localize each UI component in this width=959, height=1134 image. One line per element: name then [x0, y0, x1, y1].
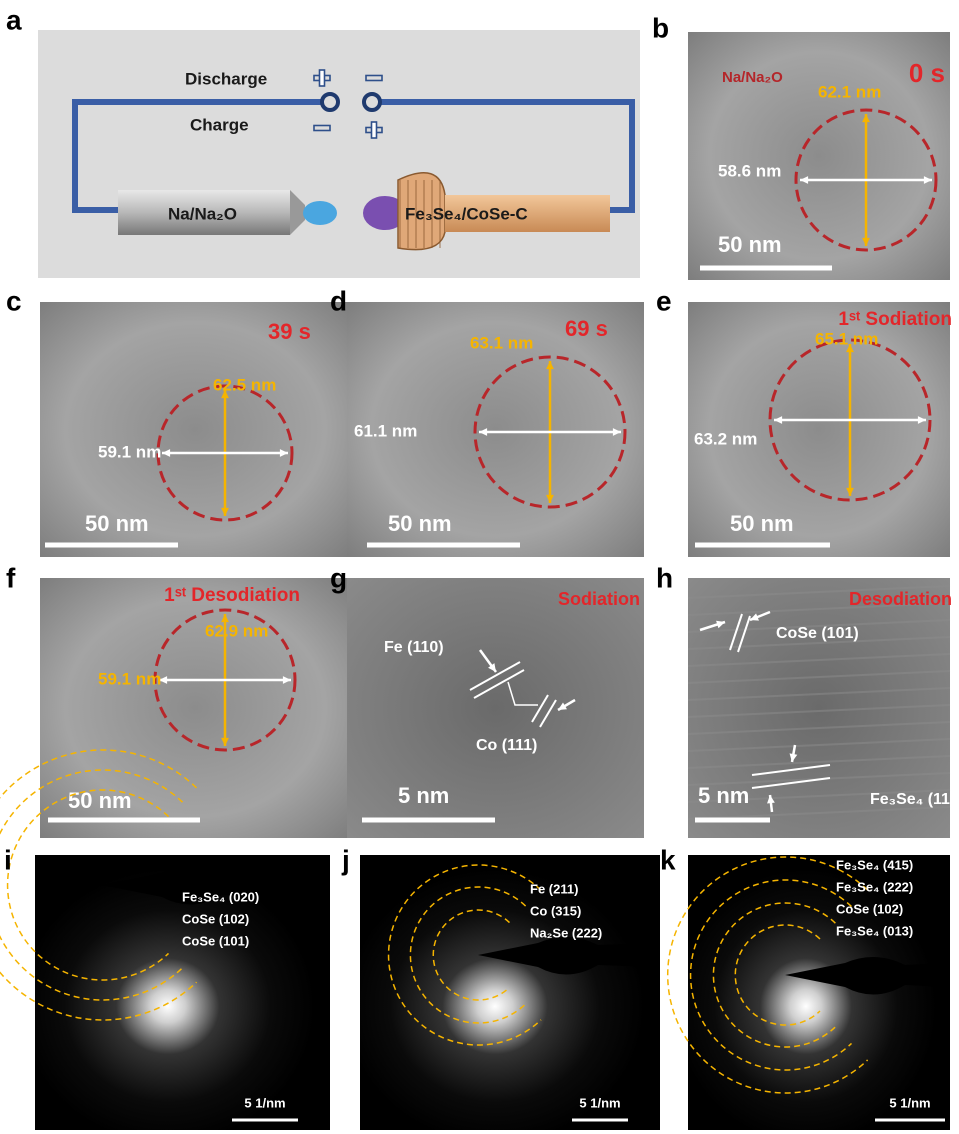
annotation: 0 s	[909, 58, 945, 88]
annotation: 62.5 nm	[213, 375, 276, 394]
annotation: CoSe (102)	[182, 911, 249, 926]
annotation: CoSe (102)	[836, 901, 903, 916]
annotation: 63.2 nm	[694, 429, 757, 448]
panel-label: a	[6, 4, 22, 35]
annotation: Fe (110)	[384, 639, 444, 656]
annotation: Fe (211)	[530, 881, 578, 896]
annotation: 59.1 nm	[98, 442, 161, 461]
annotation: 5 1/nm	[889, 1095, 930, 1110]
annotation: Fe₃Se₄ (415)	[836, 857, 913, 872]
panel-label: h	[656, 562, 673, 593]
panel-label: e	[656, 285, 672, 316]
sign-bar	[372, 122, 377, 138]
annotation: Co (315)	[530, 903, 581, 918]
panel-label: c	[6, 285, 22, 316]
annotation: 39 s	[268, 319, 311, 344]
annotation: 5 nm	[698, 783, 749, 808]
annotation: 62.1 nm	[818, 82, 881, 101]
annotation: CoSe (101)	[776, 625, 859, 642]
annotation: Fe₃Se₄ (222)	[836, 879, 913, 894]
annotation: 65.1 nm	[815, 329, 878, 348]
panel-label: f	[6, 562, 16, 593]
annotation: 61.1 nm	[354, 421, 417, 440]
annotation: 5 1/nm	[579, 1095, 620, 1110]
annotation: Fe₃Se₄/CoSe-C	[405, 204, 528, 223]
panel-label: b	[652, 12, 669, 43]
annotation: 62.9 nm	[205, 621, 268, 640]
annotation: 1ˢᵗ Desodiation	[164, 585, 300, 606]
annotation: 50 nm	[718, 232, 782, 257]
annotation: 50 nm	[388, 511, 452, 536]
figure: a Discharge Charge Na/Na₂O Fe₃Se₄/CoSe-C b 0 s…	[0, 0, 959, 1134]
annotation: 50 nm	[85, 511, 149, 536]
annotation: Discharge	[185, 69, 267, 88]
panel-label: d	[330, 285, 347, 316]
annotation: CoSe (101)	[182, 933, 249, 948]
annotation: Fe₃Se₄ (020)	[182, 889, 259, 904]
annotation: Na₂Se (222)	[530, 925, 602, 940]
annotation: 1ˢᵗ Sodiation	[838, 309, 952, 330]
panel-label: g	[330, 562, 347, 593]
na-droplet	[303, 201, 337, 225]
panel-label: j	[341, 844, 350, 875]
annotation: 58.6 nm	[718, 161, 781, 180]
panel-label: i	[4, 844, 12, 875]
annotation: Desodiation	[849, 589, 952, 609]
annotation: Co (111)	[476, 737, 537, 754]
annotation: 69 s	[565, 316, 608, 341]
scheme-background	[38, 30, 640, 278]
annotation: Fe₃Se₄ (013)	[836, 923, 913, 938]
sign-bar	[320, 70, 325, 86]
annotation: Na/Na₂O	[722, 69, 783, 86]
annotation: 5 nm	[398, 783, 449, 808]
micrograph	[347, 578, 644, 838]
saed-pattern	[360, 855, 660, 1130]
annotation: 59.1 nm	[98, 669, 161, 688]
annotation: 50 nm	[730, 511, 794, 536]
annotation: 5 1/nm	[244, 1095, 285, 1110]
annotation: Sodiation	[558, 589, 640, 609]
panel-label: k	[660, 844, 676, 875]
annotation: 63.1 nm	[470, 333, 533, 352]
annotation: Na/Na₂O	[168, 204, 237, 223]
annotation: Charge	[190, 115, 249, 134]
annotation: Fe₃Se₄ (110)	[870, 791, 959, 808]
